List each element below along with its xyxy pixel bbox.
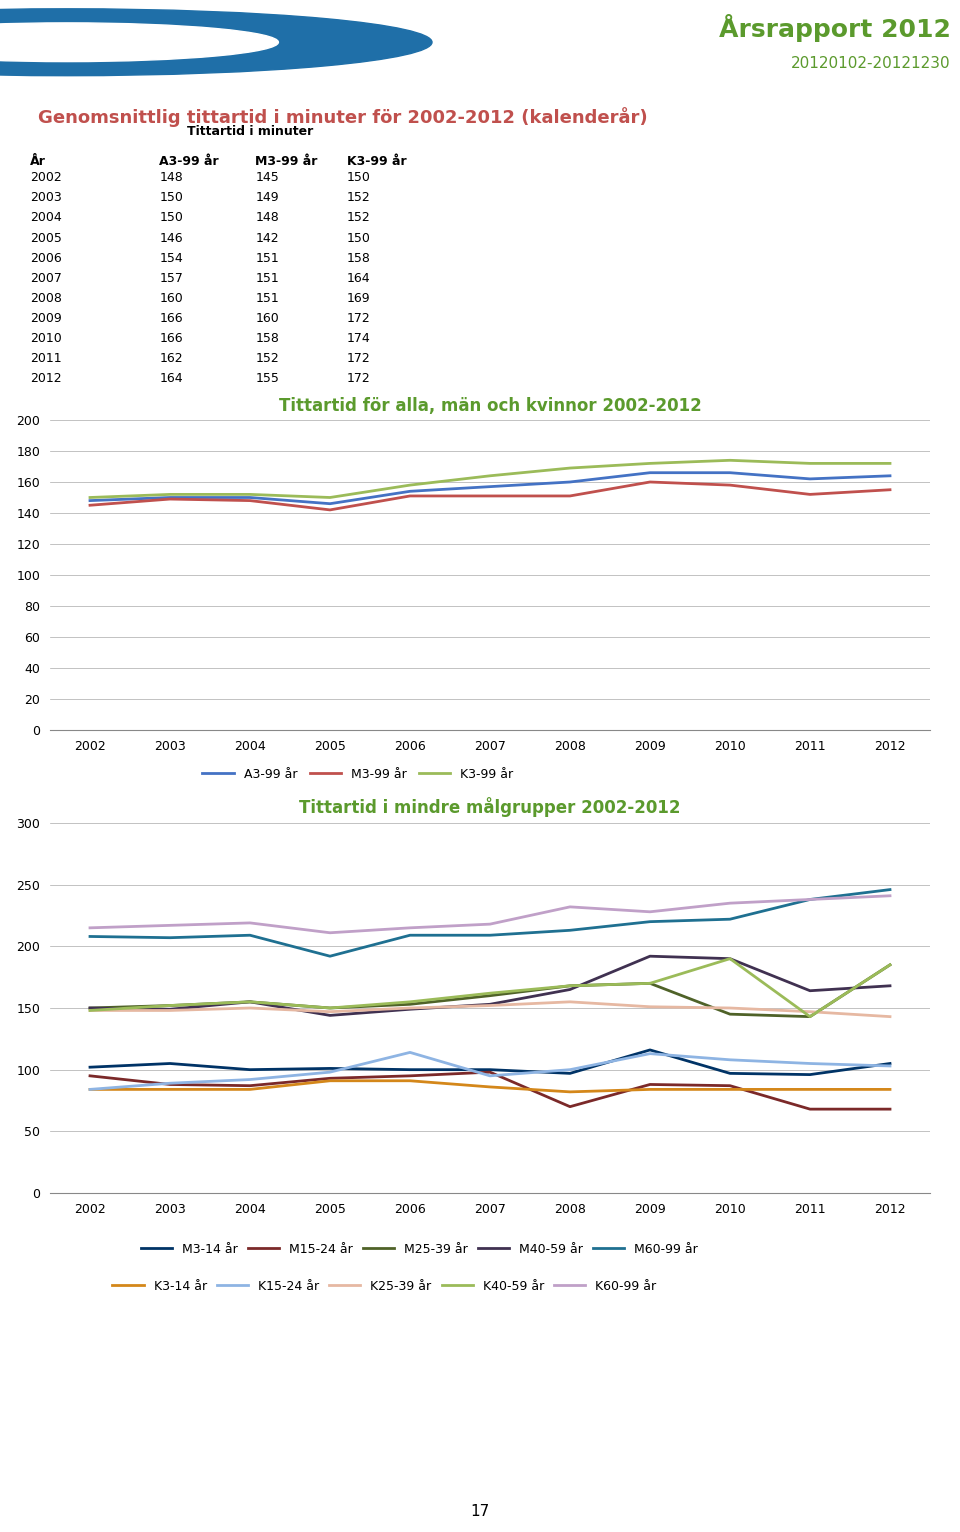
Text: 158: 158 — [255, 332, 279, 345]
Text: 166: 166 — [159, 332, 183, 345]
Text: Genomsnittlig tittartid i minuter för 2002-2012 (kalenderår): Genomsnittlig tittartid i minuter för 20… — [38, 107, 648, 127]
Text: K3-99 år: K3-99 år — [347, 155, 406, 169]
Text: 2004: 2004 — [30, 211, 61, 225]
Text: 169: 169 — [347, 291, 371, 305]
Text: 2002: 2002 — [30, 172, 61, 184]
Legend: K3-14 år, K15-24 år, K25-39 år, K40-59 år, K60-99 år: K3-14 år, K15-24 år, K25-39 år, K40-59 å… — [108, 1275, 661, 1298]
Text: 154: 154 — [159, 251, 183, 265]
Text: 2006: 2006 — [30, 251, 61, 265]
Text: 164: 164 — [159, 372, 183, 385]
Text: A3-99 år: A3-99 år — [159, 155, 219, 169]
Text: 148: 148 — [159, 172, 183, 184]
Text: 2009: 2009 — [30, 313, 61, 325]
Text: 150: 150 — [347, 231, 371, 245]
Text: 20120102-20121230: 20120102-20121230 — [791, 55, 950, 70]
Text: 160: 160 — [255, 313, 279, 325]
Text: 155: 155 — [255, 372, 279, 385]
Text: 2005: 2005 — [30, 231, 61, 245]
Text: 145: 145 — [255, 172, 279, 184]
Text: 146: 146 — [159, 231, 183, 245]
Text: 151: 151 — [255, 271, 279, 285]
Text: Tittartid i mindre målgrupper 2002-2012: Tittartid i mindre målgrupper 2002-2012 — [300, 798, 681, 818]
Text: 2008: 2008 — [30, 291, 61, 305]
Text: 172: 172 — [347, 372, 371, 385]
Text: MMS: MMS — [125, 21, 238, 63]
Text: 172: 172 — [347, 313, 371, 325]
Text: 172: 172 — [347, 352, 371, 365]
Text: Tittartid för alla, män och kvinnor 2002-2012: Tittartid för alla, män och kvinnor 2002… — [278, 397, 702, 415]
Text: 2010: 2010 — [30, 332, 61, 345]
Text: 151: 151 — [255, 251, 279, 265]
Text: 164: 164 — [347, 271, 371, 285]
Text: 174: 174 — [347, 332, 371, 345]
Text: 157: 157 — [159, 271, 183, 285]
Text: 158: 158 — [347, 251, 371, 265]
Text: 152: 152 — [347, 211, 371, 225]
Text: 2007: 2007 — [30, 271, 61, 285]
Text: 150: 150 — [347, 172, 371, 184]
Text: 152: 152 — [347, 192, 371, 204]
Text: Årsrapport 2012: Årsrapport 2012 — [718, 14, 950, 43]
Text: 151: 151 — [255, 291, 279, 305]
Text: M3-99 år: M3-99 år — [255, 155, 318, 169]
Text: 17: 17 — [470, 1504, 490, 1520]
Text: År: År — [30, 155, 46, 169]
Text: 148: 148 — [255, 211, 279, 225]
Circle shape — [0, 9, 432, 75]
Text: 160: 160 — [159, 291, 183, 305]
Text: 2011: 2011 — [30, 352, 61, 365]
Text: 149: 149 — [255, 192, 279, 204]
Text: 142: 142 — [255, 231, 279, 245]
Text: 166: 166 — [159, 313, 183, 325]
Text: Tittartid i minuter: Tittartid i minuter — [187, 126, 314, 138]
Legend: A3-99 år, M3-99 år, K3-99 år: A3-99 år, M3-99 år, K3-99 år — [198, 763, 518, 786]
Text: 162: 162 — [159, 352, 183, 365]
Text: 150: 150 — [159, 211, 183, 225]
Text: 150: 150 — [159, 192, 183, 204]
Text: 2012: 2012 — [30, 372, 61, 385]
Text: 2003: 2003 — [30, 192, 61, 204]
Circle shape — [0, 23, 278, 61]
Text: 152: 152 — [255, 352, 279, 365]
